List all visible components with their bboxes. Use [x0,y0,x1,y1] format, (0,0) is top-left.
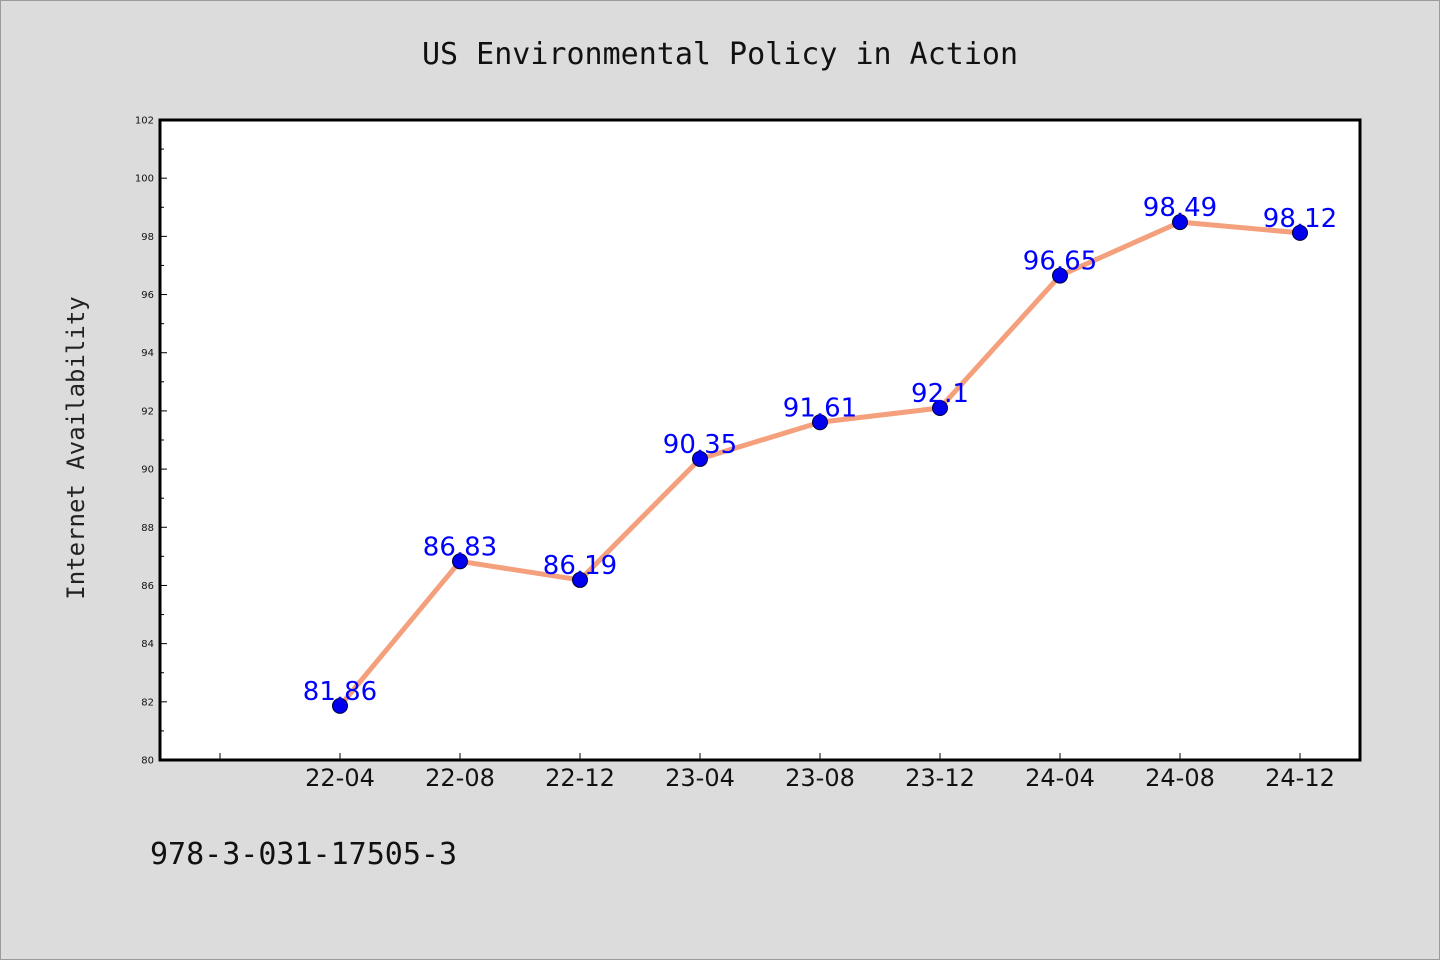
data-label: 91.61 [783,393,857,423]
x-tick-label: 22-04 [305,764,375,792]
y-tick-label: 94 [141,348,154,359]
data-label: 86.19 [543,551,617,581]
y-tick-label: 98 [141,232,154,243]
x-tick-label: 24-08 [1145,764,1215,792]
footer-code: 978-3-031-17505-3 [150,837,457,872]
data-label: 96.65 [1023,247,1097,277]
y-tick-label: 100 [135,174,154,185]
y-tick-label: 84 [141,639,154,650]
data-point [692,450,708,467]
data-point [452,553,468,570]
y-tick-label: 92 [141,406,154,417]
data-point [812,414,828,431]
data-label: 86.83 [423,532,497,562]
y-tick-label: 86 [141,581,154,592]
plot-frame [158,118,1362,762]
data-label: 98.49 [1143,193,1217,223]
data-point [932,400,948,416]
x-axis-ticks: 22-04 22-08 22-12 23-04 23-08 23-12 24-04 24-08… [219,753,1335,792]
series-layer: 81.86 86.83 86.19 90.35 91.61 92.1 96.65 98.49 9… [303,193,1337,714]
data-point [1292,224,1308,241]
x-tick-label: 23-08 [785,764,855,792]
y-tick-label: 96 [141,290,154,301]
data-point [1052,267,1068,284]
data-label: 90.35 [663,430,737,460]
y-tick-label: 82 [141,697,154,708]
data-point [572,571,588,588]
x-tick-label: 24-04 [1025,764,1095,792]
data-point [332,697,348,714]
x-tick-label: 22-12 [545,764,615,792]
data-label: 92.1 [911,379,969,409]
x-tick-label: 23-04 [665,764,735,792]
data-label: 81.86 [303,677,377,707]
y-tick-label: 88 [141,523,154,534]
x-tick-label: 22-08 [425,764,495,792]
y-axis-label: Internet Availability [62,296,90,599]
data-label: 98.12 [1263,204,1337,234]
x-tick-label: 24-12 [1265,764,1335,792]
chart-title: US Environmental Policy in Action [422,37,1018,72]
y-tick-label: 90 [141,465,154,476]
y-tick-label: 102 [135,116,154,127]
x-tick-label: 23-12 [905,764,975,792]
y-tick-label: 80 [141,756,154,767]
data-point [1172,214,1188,231]
